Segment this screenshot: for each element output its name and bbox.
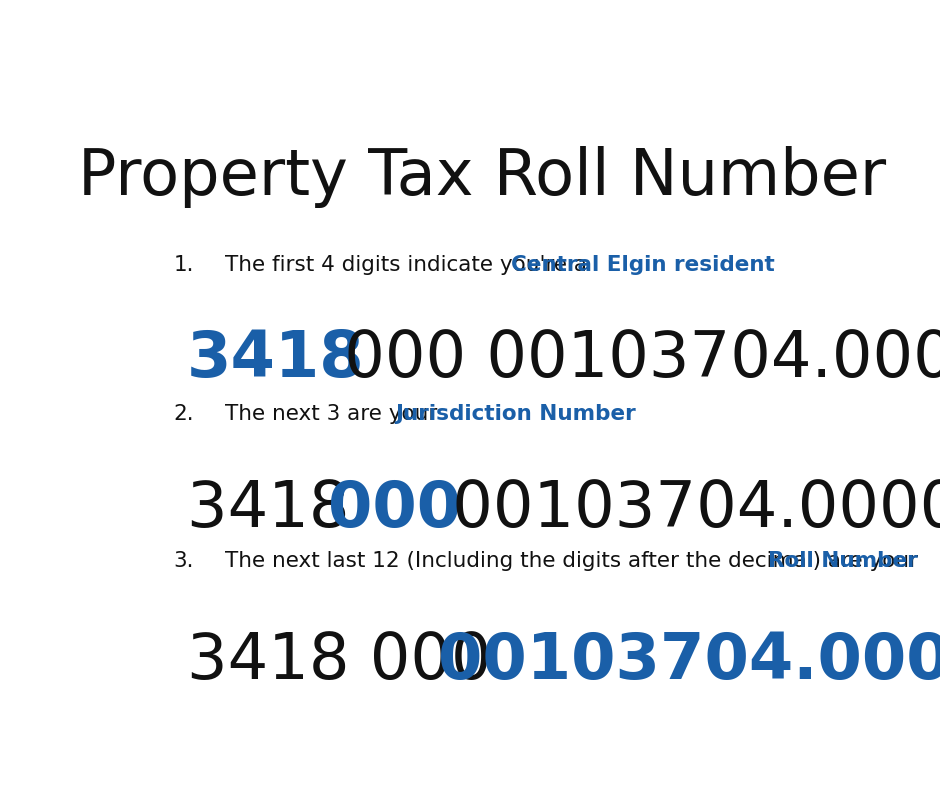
Text: The next last 12 (Including the digits after the decimal) are your: The next last 12 (Including the digits a… [226,551,925,571]
Text: 00103704.0000: 00103704.0000 [438,630,940,692]
Text: Jurisdiction Number: Jurisdiction Number [395,404,636,424]
Text: The first 4 digits indicate you're a: The first 4 digits indicate you're a [226,255,594,275]
Text: Roll Number: Roll Number [768,551,917,571]
Text: 1.: 1. [174,255,194,275]
Text: 000 00103704.0000: 000 00103704.0000 [324,328,940,390]
Text: Central Elgin resident: Central Elgin resident [511,255,775,275]
Text: 00103704.0000: 00103704.0000 [431,478,940,540]
Text: 3418: 3418 [187,478,369,540]
Text: 2.: 2. [173,404,194,424]
Text: The next 3 are your: The next 3 are your [226,404,445,424]
Text: 3.: 3. [174,551,194,571]
Text: 3418 000: 3418 000 [187,630,511,692]
Text: 000: 000 [328,478,462,540]
Text: Property Tax Roll Number: Property Tax Roll Number [78,146,885,208]
Text: 3418: 3418 [187,328,365,390]
